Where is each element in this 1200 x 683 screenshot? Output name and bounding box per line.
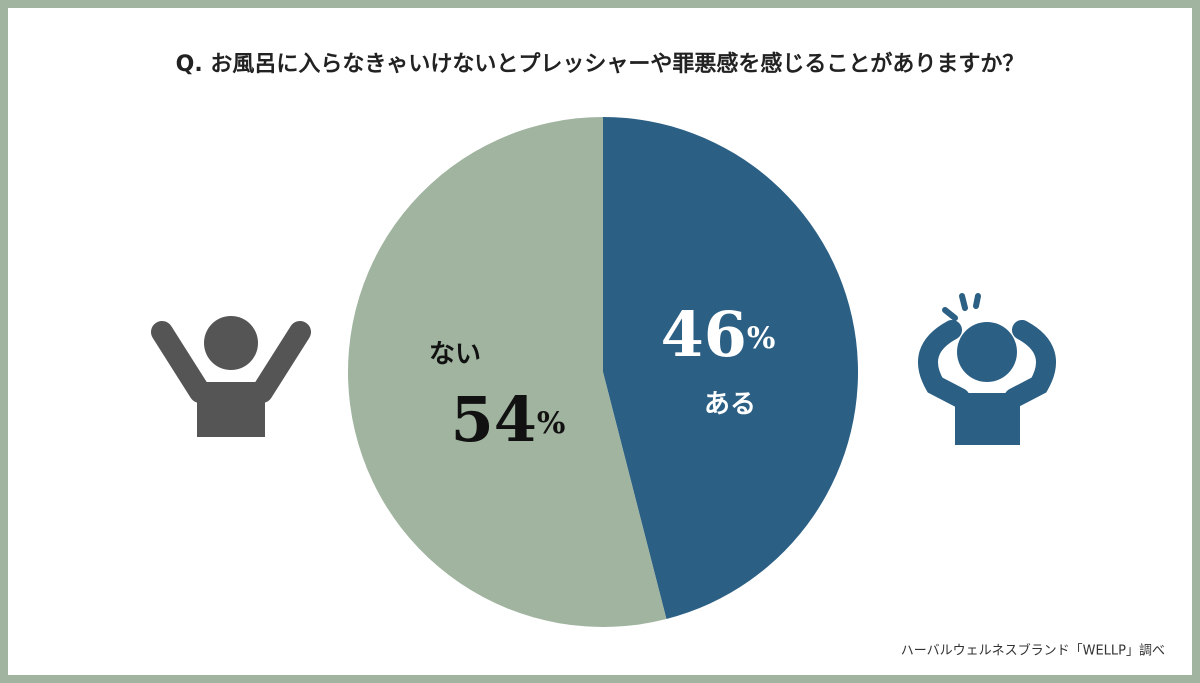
pie	[348, 117, 859, 627]
category-label: ない	[429, 340, 481, 370]
value-label: 54%	[451, 383, 566, 456]
chart-title: Q. お風呂に入らなきゃいけないとプレッシャーや罪悪感を感じることがありますか？	[176, 51, 1025, 77]
source-note: ハーバルウェルネスブランド「WELLP」調べ	[901, 643, 1165, 659]
icon-stress	[918, 293, 1056, 445]
icon-cheer	[151, 316, 311, 437]
category-label: ある	[704, 390, 756, 420]
pie-slice	[603, 117, 859, 619]
value-label: 46%	[661, 298, 776, 371]
pie-slice	[348, 117, 667, 627]
